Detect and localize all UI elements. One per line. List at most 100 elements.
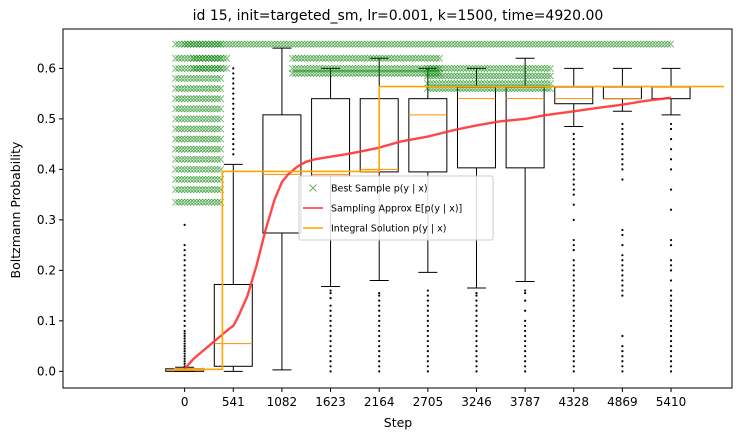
best-sample-point: [196, 95, 204, 103]
boxplot-outlier: [183, 304, 186, 307]
best-sample-point: [303, 64, 312, 72]
boxplot-outlier: [426, 365, 429, 368]
best-sample-point: [178, 95, 186, 103]
best-sample-point: [546, 64, 554, 72]
boxplot-outlier: [572, 360, 575, 363]
boxplot-outlier: [524, 365, 527, 368]
boxplot-outlier: [232, 112, 235, 115]
boxplot-outlier: [669, 244, 673, 247]
best-sample-point: [565, 40, 573, 48]
best-sample-point: [373, 40, 381, 48]
boxplot-outlier: [524, 291, 527, 295]
boxplot-outlier: [572, 344, 575, 348]
best-sample-point: [214, 186, 222, 194]
best-sample-point: [387, 54, 396, 62]
best-sample-point: [193, 135, 201, 143]
best-sample-point: [175, 125, 183, 133]
best-sample-point: [187, 85, 195, 93]
boxplot-outlier: [621, 344, 624, 348]
best-sample-point: [211, 54, 219, 62]
boxplot-outlier: [669, 365, 673, 368]
best-sample-point: [511, 40, 519, 48]
best-sample-point: [519, 79, 527, 88]
best-sample-point: [202, 64, 210, 72]
best-sample-point: [471, 79, 479, 88]
best-sample-point: [396, 69, 405, 77]
boxplot-outlier: [572, 274, 575, 277]
best-sample-point: [327, 69, 336, 77]
best-sample-point: [459, 64, 467, 72]
boxplot-outlier: [183, 249, 186, 252]
best-sample-point: [423, 54, 432, 62]
best-sample-point: [414, 69, 423, 77]
best-sample-point: [178, 155, 186, 163]
best-sample-point: [208, 145, 216, 153]
boxplot-outlier: [572, 294, 575, 297]
best-sample-point: [214, 115, 222, 123]
best-sample-point: [190, 198, 198, 206]
legend-entry: Integral Solution p(y | x): [303, 224, 446, 235]
best-sample-point: [435, 64, 443, 72]
best-sample-point: [319, 40, 327, 48]
best-sample-point: [357, 54, 366, 62]
best-sample-point: [211, 145, 219, 153]
best-sample-point: [300, 54, 309, 62]
best-sample-point: [489, 72, 497, 80]
best-sample-point: [327, 64, 336, 72]
x-tick-label: 1082: [267, 395, 298, 409]
best-sample-point: [480, 64, 488, 72]
best-sample-point: [604, 40, 612, 48]
best-sample-point: [321, 69, 330, 77]
boxplot-outlier: [621, 350, 624, 353]
best-sample-point: [172, 165, 180, 173]
best-sample-point: [175, 105, 183, 113]
best-sample-point: [349, 40, 357, 48]
best-sample-point: [348, 54, 357, 62]
best-sample-point: [519, 72, 527, 80]
best-sample-point: [426, 72, 434, 80]
best-sample-point: [400, 40, 408, 48]
best-sample-point: [217, 135, 225, 143]
boxplot-outlier: [378, 365, 381, 368]
best-sample-point: [471, 72, 479, 80]
best-sample-point: [214, 175, 222, 184]
best-sample-point: [202, 135, 210, 143]
best-sample-point: [327, 54, 336, 62]
best-sample-point: [540, 72, 548, 80]
boxplot-outlier: [621, 254, 624, 257]
best-sample-point: [175, 54, 183, 62]
best-sample-point: [529, 40, 537, 48]
best-sample-point: [342, 69, 351, 77]
best-sample-point: [480, 72, 488, 80]
best-sample-point: [324, 69, 333, 77]
best-sample-point: [220, 40, 228, 48]
best-sample-point: [357, 64, 366, 72]
best-sample-point: [172, 85, 180, 93]
best-sample-point: [199, 54, 207, 62]
best-sample-point: [187, 54, 195, 62]
best-sample-point: [652, 40, 660, 48]
boxplot-outlier: [378, 309, 381, 312]
boxplot-outlier: [183, 324, 186, 327]
best-sample-point: [556, 40, 564, 48]
best-sample-point: [351, 54, 360, 62]
boxplot-4869: [602, 67, 642, 373]
boxplot-outlier: [183, 329, 186, 333]
best-sample-point: [544, 40, 552, 48]
best-sample-point: [172, 115, 180, 123]
best-sample-point: [172, 64, 180, 72]
best-sample-point: [217, 105, 225, 113]
y-tick-label: 0.1: [37, 314, 56, 328]
best-sample-point: [382, 40, 390, 48]
best-sample-point: [208, 175, 216, 184]
best-sample-point: [331, 40, 339, 48]
boxplot-outlier: [669, 355, 673, 358]
best-sample-point: [187, 145, 195, 153]
best-sample-point: [193, 54, 201, 62]
best-sample-point: [477, 79, 485, 88]
boxplot-outlier: [183, 332, 186, 335]
best-sample-point: [397, 40, 405, 48]
boxplot-outlier: [669, 309, 673, 312]
best-sample-point: [196, 105, 204, 113]
best-sample-point: [568, 40, 576, 48]
